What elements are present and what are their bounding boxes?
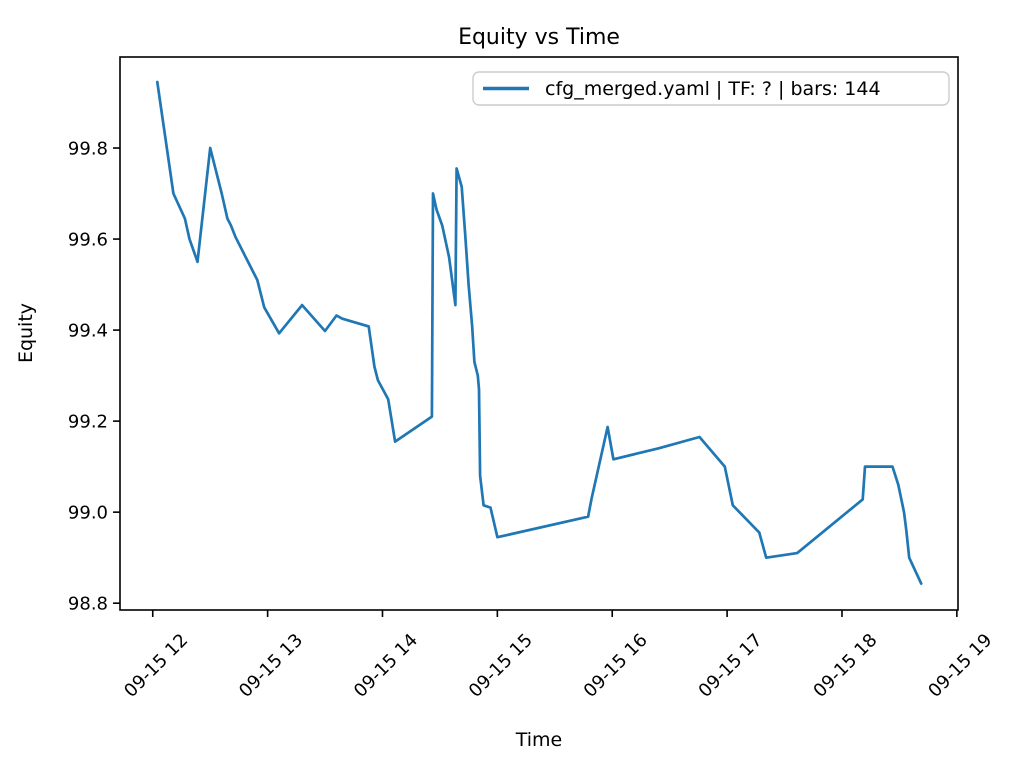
x-tick-label: 09-15 15 — [465, 630, 537, 702]
x-tick-label: 09-15 14 — [350, 630, 422, 702]
chart-title: Equity vs Time — [458, 25, 620, 50]
y-axis-label: Equity — [15, 303, 37, 363]
x-axis-label: Time — [515, 729, 563, 751]
y-tick-label: 99.0 — [68, 503, 108, 524]
x-tick-label: 09-15 17 — [695, 630, 767, 702]
x-tick-label: 09-15 19 — [924, 630, 996, 702]
x-axis-ticks: 09-15 12 09-15 13 09-15 14 09-15 15 09-15 16… — [120, 610, 996, 702]
legend: cfg_merged.yaml | TF: ? | bars: 144 — [472, 71, 950, 106]
y-tick-label: 99.2 — [68, 412, 108, 433]
y-tick-label: 99.6 — [68, 230, 108, 251]
equity-line-series — [155, 80, 923, 585]
y-tick-label: 98.8 — [68, 594, 108, 615]
x-tick-label: 09-15 13 — [235, 630, 307, 702]
y-tick-label: 99.8 — [68, 139, 108, 160]
x-tick-label: 09-15 12 — [120, 630, 192, 702]
y-tick-label: 99.4 — [68, 321, 108, 342]
legend-label: cfg_merged.yaml | TF: ? | bars: 144 — [545, 78, 881, 100]
x-tick-label: 09-15 18 — [809, 630, 881, 702]
plot-area-spines — [119, 56, 959, 611]
x-tick-label: 09-15 16 — [580, 630, 652, 702]
legend-box — [472, 71, 950, 106]
y-axis-ticks: 98.8 99.0 99.2 99.4 99.6 99.8 — [68, 139, 120, 615]
